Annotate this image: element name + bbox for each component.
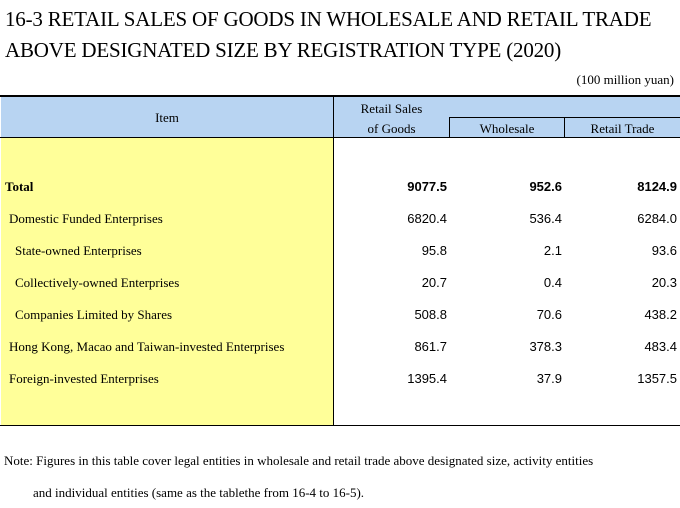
title-line-1: 16-3 RETAIL SALES OF GOODS IN WHOLESALE … — [5, 7, 652, 31]
title-line-2: ABOVE DESIGNATED SIZE BY REGISTRATION TY… — [5, 38, 562, 62]
header-retail-sales-line2: of Goods — [367, 121, 416, 136]
row-label: Companies Limited by Shares — [15, 307, 173, 322]
cell-retail-trade: 483.4 — [644, 339, 677, 354]
cell-retail-trade: 20.3 — [651, 275, 677, 290]
cell-retail-sales: 9077.5 — [407, 179, 447, 194]
cell-wholesale: 0.4 — [543, 275, 562, 290]
header-bottom-border — [0, 137, 680, 138]
cell-retail-sales: 508.8 — [414, 307, 447, 322]
cell-retail-sales: 1395.4 — [407, 371, 447, 386]
retail-trade-left-divider — [564, 117, 565, 138]
cell-retail-trade: 8124.9 — [637, 179, 677, 194]
note-line-2: and individual entities (same as the tab… — [33, 485, 365, 500]
cell-retail-trade: 6284.0 — [637, 211, 677, 226]
row-label: Domestic Funded Enterprises — [9, 211, 163, 226]
header-retail-sales-line1: Retail Sales — [360, 101, 423, 116]
cell-wholesale: 378.3 — [529, 339, 562, 354]
row-label-total: Total — [5, 179, 34, 194]
row-label: Hong Kong, Macao and Taiwan-invested Ent… — [9, 339, 285, 354]
unit-label: (100 million yuan) — [576, 72, 675, 87]
cell-wholesale: 37.9 — [536, 371, 562, 386]
row-label: Foreign-invested Enterprises — [9, 371, 159, 386]
header-retail-trade: Retail Trade — [590, 121, 655, 136]
cell-wholesale: 952.6 — [529, 179, 562, 194]
item-column-background — [1, 138, 334, 426]
cell-wholesale: 70.6 — [536, 307, 562, 322]
row-label: Collectively-owned Enterprises — [15, 275, 180, 290]
cell-retail-trade: 1357.5 — [637, 371, 677, 386]
cell-retail-sales: 20.7 — [421, 275, 447, 290]
cell-retail-trade: 93.6 — [651, 243, 677, 258]
cell-retail-sales: 6820.4 — [407, 211, 447, 226]
header-wholesale: Wholesale — [479, 121, 535, 136]
cell-retail-trade: 438.2 — [644, 307, 677, 322]
table-top-border — [0, 95, 680, 97]
header-item: Item — [155, 110, 179, 125]
table-title: 16-3 RETAIL SALES OF GOODS IN WHOLESALE … — [5, 4, 675, 66]
note-line-1: Note: Figures in this table cover legal … — [4, 453, 594, 468]
cell-retail-sales: 95.8 — [421, 243, 447, 258]
row-label: State-owned Enterprises — [15, 243, 142, 258]
cell-retail-sales: 861.7 — [414, 339, 447, 354]
wholesale-left-divider — [449, 117, 450, 138]
table-bottom-border — [0, 425, 680, 426]
cell-wholesale: 536.4 — [529, 211, 562, 226]
cell-wholesale: 2.1 — [543, 243, 562, 258]
item-column-divider — [333, 96, 334, 426]
